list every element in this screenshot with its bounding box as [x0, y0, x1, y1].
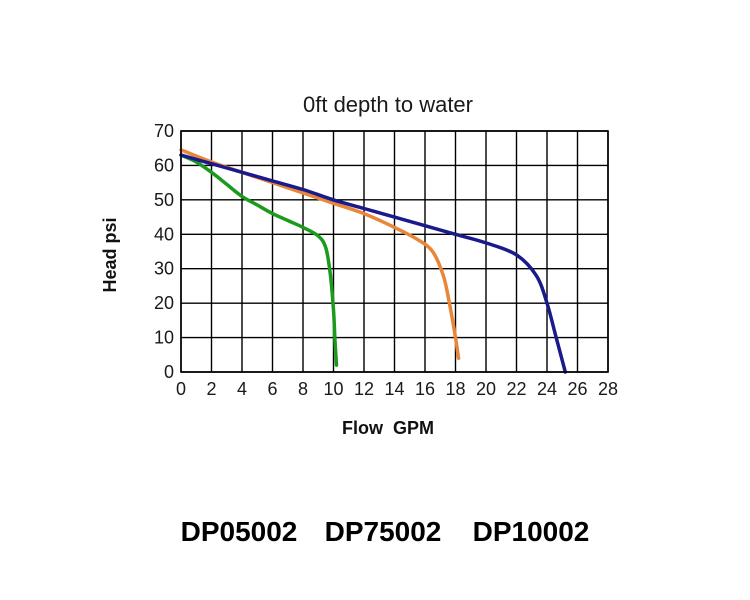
x-tick-label: 24: [537, 379, 557, 399]
y-tick-label: 70: [154, 121, 174, 141]
y-tick-label: 30: [154, 259, 174, 279]
y-tick-label: 10: [154, 328, 174, 348]
model-label-dp75002: DP75002: [325, 516, 442, 547]
y-tick-label: 20: [154, 293, 174, 313]
x-axis-ticks: 0 2 4 6 8 10 12 14 16 18 20 22 24 26 28: [176, 379, 618, 399]
x-tick-label: 28: [598, 379, 618, 399]
x-tick-label: 4: [237, 379, 247, 399]
x-tick-label: 20: [476, 379, 496, 399]
x-tick-label: 22: [506, 379, 526, 399]
chart-title: 0ft depth to water: [303, 92, 473, 117]
model-label-dp10002: DP10002: [473, 516, 590, 547]
x-tick-label: 14: [384, 379, 404, 399]
y-tick-label: 40: [154, 224, 174, 244]
x-tick-label: 16: [415, 379, 435, 399]
x-axis-label: Flow GPM: [342, 418, 434, 438]
x-tick-label: 12: [354, 379, 374, 399]
y-tick-label: 60: [154, 155, 174, 175]
plot-frame: [180, 130, 609, 373]
x-tick-label: 2: [206, 379, 216, 399]
y-axis-label: Head psi: [100, 217, 120, 292]
x-tick-label: 8: [298, 379, 308, 399]
x-tick-label: 0: [176, 379, 186, 399]
curve-dp10002: [179, 153, 568, 374]
x-tick-label: 26: [567, 379, 587, 399]
y-axis-ticks: 70 60 50 40 30 20 10 0: [154, 121, 174, 382]
pump-curves: [179, 148, 568, 374]
x-tick-label: 6: [267, 379, 277, 399]
x-tick-label: 10: [323, 379, 343, 399]
y-tick-label: 50: [154, 190, 174, 210]
y-tick-label: 0: [164, 362, 174, 382]
grid-lines: [180, 130, 609, 373]
model-label-dp05002: DP05002: [181, 516, 298, 547]
x-tick-label: 18: [445, 379, 465, 399]
curve-dp05002: [179, 153, 339, 367]
